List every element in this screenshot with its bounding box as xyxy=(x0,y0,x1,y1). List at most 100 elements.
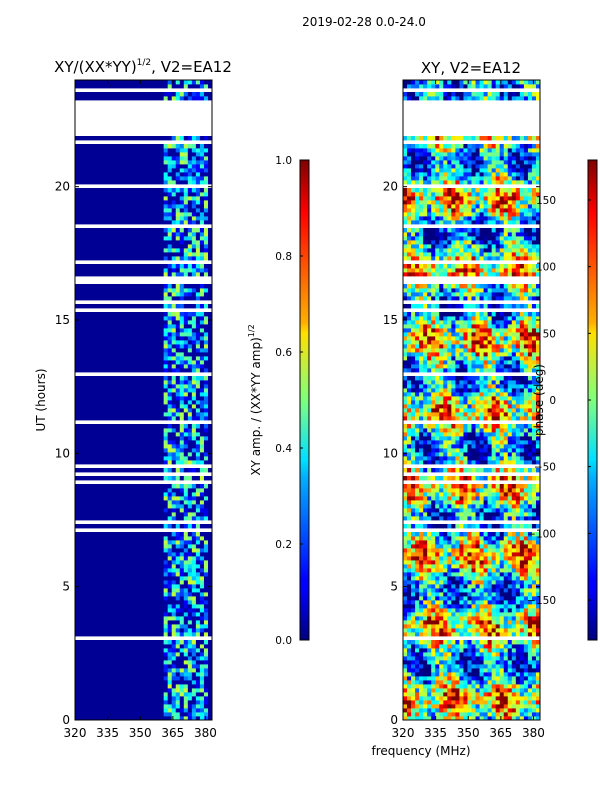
heatmap-cell xyxy=(135,360,140,365)
heatmap-cell xyxy=(143,96,148,101)
heatmap-cell xyxy=(75,460,80,465)
heatmap-cell xyxy=(131,556,136,561)
heatmap-cell xyxy=(139,536,144,541)
heatmap-cell xyxy=(135,228,140,233)
heatmap-cell xyxy=(103,296,108,301)
heatmap-cell xyxy=(419,688,424,693)
heatmap-cell xyxy=(147,596,152,601)
heatmap-cell xyxy=(135,284,140,289)
heatmap-cell xyxy=(91,652,96,657)
heatmap-cell xyxy=(155,700,161,705)
heatmap-cell xyxy=(183,84,189,89)
heatmap-cell xyxy=(199,428,205,433)
heatmap-cell xyxy=(127,492,132,497)
heatmap-cell xyxy=(151,240,156,245)
heatmap-cell xyxy=(143,256,148,261)
heatmap-cell xyxy=(83,316,88,321)
heatmap-cell xyxy=(115,712,120,717)
heatmap-cell xyxy=(527,716,533,720)
heatmap-cell xyxy=(75,360,80,365)
heatmap-cell xyxy=(155,136,161,141)
heatmap-cell xyxy=(195,428,201,433)
heatmap-cell xyxy=(191,564,197,569)
heatmap-cell xyxy=(91,592,96,597)
heatmap-cell xyxy=(95,712,100,717)
heatmap-cell xyxy=(87,428,92,433)
heatmap-cell xyxy=(87,160,92,165)
heatmap-cell xyxy=(87,304,92,309)
heatmap-cell xyxy=(123,212,128,217)
heatmap-cell xyxy=(163,536,169,541)
heatmap-cell xyxy=(139,196,144,201)
heatmap-cell xyxy=(167,460,173,465)
heatmap-cell xyxy=(163,500,169,505)
heatmap-cell xyxy=(171,616,177,621)
heatmap-cell xyxy=(511,684,517,689)
heatmap-cell xyxy=(147,492,152,497)
heatmap-cell xyxy=(139,408,144,413)
heatmap-cell xyxy=(123,712,128,717)
heatmap-cell xyxy=(187,168,193,173)
heatmap-cell xyxy=(167,688,173,693)
heatmap-cell xyxy=(175,644,181,649)
heatmap-cell xyxy=(427,716,432,720)
heatmap-cell xyxy=(167,476,173,481)
heatmap-cell xyxy=(143,640,148,645)
heatmap-cell xyxy=(187,512,193,517)
heatmap-cell xyxy=(191,544,197,549)
heatmap-cell xyxy=(99,548,104,553)
heatmap-cell xyxy=(207,680,212,685)
heatmap-cell xyxy=(179,512,185,517)
heatmap-cell xyxy=(131,240,136,245)
heatmap-cell xyxy=(99,436,104,441)
heatmap-cell xyxy=(75,716,80,720)
heatmap-cell xyxy=(447,700,452,705)
heatmap-cell xyxy=(79,580,84,585)
heatmap-cell xyxy=(139,272,144,277)
heatmap-cell xyxy=(119,396,124,401)
heatmap-cell xyxy=(415,672,420,677)
heatmap-cell xyxy=(107,408,112,413)
heatmap-cell xyxy=(79,608,84,613)
heatmap-cell xyxy=(167,228,173,233)
heatmap-cell xyxy=(179,536,185,541)
heatmap-cell xyxy=(187,516,193,521)
heatmap-cell xyxy=(175,560,181,565)
heatmap-cell xyxy=(127,436,132,441)
heatmap-cell xyxy=(175,668,181,673)
heatmap-cell xyxy=(143,216,148,221)
heatmap-cell xyxy=(147,264,152,269)
heatmap-cell xyxy=(139,248,144,253)
heatmap-cell xyxy=(171,148,177,153)
heatmap-cell xyxy=(91,620,96,625)
heatmap-cell xyxy=(179,568,185,573)
heatmap-cell xyxy=(179,628,185,633)
heatmap-cell xyxy=(107,284,112,289)
heatmap-cell xyxy=(151,624,156,629)
heatmap-cell xyxy=(151,428,156,433)
heatmap-cell xyxy=(139,548,144,553)
heatmap-cell xyxy=(115,188,120,193)
heatmap-cell xyxy=(487,708,493,713)
heatmap-cell xyxy=(155,168,161,173)
heatmap-cell xyxy=(131,92,136,97)
heatmap-cell xyxy=(131,220,136,225)
heatmap-cell xyxy=(123,672,128,677)
heatmap-cell xyxy=(139,324,144,329)
heatmap-cell xyxy=(139,432,144,437)
heatmap-cell xyxy=(167,676,173,681)
heatmap-cell xyxy=(495,716,501,720)
heatmap-cell xyxy=(127,544,132,549)
heatmap-cell xyxy=(111,284,116,289)
heatmap-cell xyxy=(107,516,112,521)
heatmap-cell xyxy=(75,176,80,181)
heatmap-cell xyxy=(99,556,104,561)
heatmap-cell xyxy=(159,456,165,461)
heatmap-cell xyxy=(195,616,201,621)
heatmap-cell xyxy=(143,152,148,157)
heatmap-cell xyxy=(111,156,116,161)
heatmap-cell xyxy=(79,144,84,149)
heatmap-cell xyxy=(83,664,88,669)
heatmap-cell xyxy=(99,164,104,169)
heatmap-cell xyxy=(79,488,84,493)
